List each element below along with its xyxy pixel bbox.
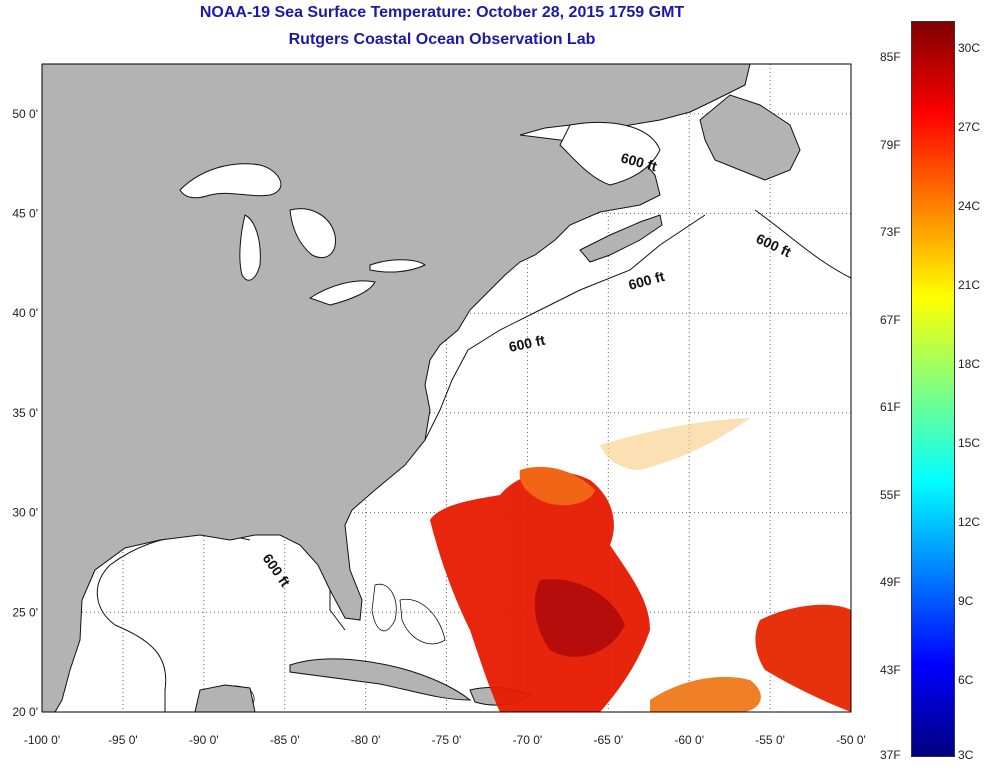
x-tick-label: -100 0': [24, 733, 60, 747]
colorbar-f-label: 43F: [880, 662, 901, 677]
y-tick-label: 20 0': [12, 705, 38, 719]
x-tick-label: -85 0': [270, 733, 300, 747]
map-title: NOAA-19 Sea Surface Temperature: October…: [199, 4, 685, 21]
colorbar-f-label: 49F: [880, 575, 901, 589]
y-tick-label: 40 0': [12, 306, 38, 320]
colorbar-f-label: 67F: [880, 312, 901, 327]
gulf-of-st-lawrence: [559, 121, 661, 186]
y-tick-label: 30 0': [12, 506, 38, 520]
land-nova-scotia: [579, 214, 663, 263]
map-subtitle: Rutgers Coastal Ocean Observation Lab: [288, 31, 596, 48]
x-tick-label: -75 0': [432, 733, 462, 747]
sst-patch-north: [519, 466, 595, 506]
colorbar-f-label: 55F: [880, 487, 901, 502]
y-tick-label: 35 0': [12, 406, 38, 420]
temperature-colorbar: [911, 21, 955, 757]
lake-superior: [179, 163, 282, 199]
land-newfoundland: [699, 94, 801, 181]
x-tick-label: -80 0': [351, 733, 381, 747]
x-tick-label: -60 0': [674, 733, 704, 747]
x-tick-label: -55 0': [755, 733, 785, 747]
colorbar-f-label: 61F: [880, 400, 901, 414]
x-tick-label: -65 0': [593, 733, 623, 747]
land-north-america: [42, 64, 751, 712]
contour-label: 600 ft: [507, 332, 546, 355]
lake-huron: [289, 208, 336, 259]
colorbar-c-label: 27C: [958, 120, 981, 134]
colorbar-c-label: 6C: [958, 673, 974, 687]
colorbar-c-label: 30C: [958, 41, 981, 55]
colorbar-c-label: 15C: [958, 436, 981, 450]
lake-ontario: [369, 259, 426, 273]
colorbar-c-label: 21C: [958, 278, 981, 292]
colorbar-f-label: 73F: [880, 225, 901, 239]
colorbar-c-label: 18C: [958, 357, 981, 371]
sst-patch-haze: [600, 418, 750, 470]
sst-patch-core: [534, 579, 625, 657]
x-tick-label: -95 0': [108, 733, 138, 747]
y-tick-label: 45 0': [12, 207, 38, 221]
x-tick-label: -50 0': [836, 733, 866, 747]
sst-patch-southeast: [650, 676, 761, 712]
lake-erie: [308, 280, 376, 306]
colorbar-f-label: 79F: [880, 137, 901, 152]
sst-data-field: [430, 418, 851, 712]
colorbar-c-label: 9C: [958, 594, 974, 608]
land-yucatan: [194, 684, 256, 712]
sst-patch-east: [755, 604, 851, 712]
x-tick-label: -70 0': [513, 733, 543, 747]
y-axis-ticks: 50 0' 45 0' 40 0' 35 0' 30 0' 25 0' 20 0': [12, 107, 38, 719]
colorbar-c-label: 3C: [958, 748, 974, 762]
y-tick-label: 25 0': [12, 605, 38, 619]
colorbar-f-label: 37F: [880, 748, 901, 762]
land-cuba: [289, 658, 472, 701]
x-axis-ticks: -100 0' -95 0' -90 0' -85 0' -80 0' -75 0' -70…: [24, 733, 866, 747]
colorbar-c-label: 12C: [958, 515, 981, 529]
bahamas-banks: [371, 583, 446, 645]
x-tick-label: -90 0': [189, 733, 219, 747]
colorbar-c-label: 24C: [958, 199, 981, 213]
colorbar-f-label: 85F: [880, 50, 901, 64]
map-frame: [41, 63, 852, 713]
lake-michigan: [239, 214, 261, 281]
y-tick-label: 50 0': [12, 107, 38, 121]
